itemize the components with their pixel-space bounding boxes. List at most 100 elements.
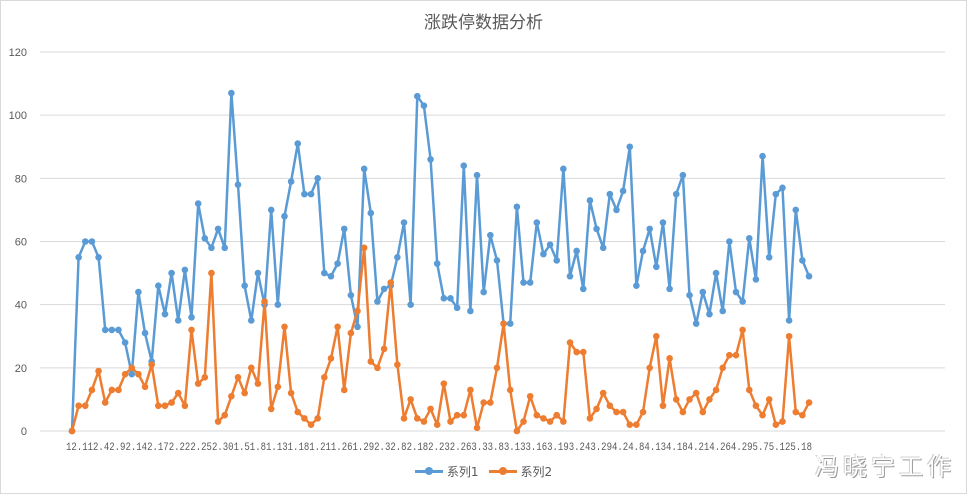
data-point-marker bbox=[526, 279, 534, 286]
data-point-marker bbox=[593, 225, 600, 233]
data-point-marker bbox=[546, 241, 554, 248]
data-point-marker bbox=[792, 206, 800, 214]
data-point-marker bbox=[546, 418, 554, 425]
y-tick-label: 60 bbox=[15, 237, 27, 249]
data-point-marker bbox=[633, 282, 640, 290]
legend-item-series2[interactable]: 系列2 bbox=[488, 463, 552, 480]
data-point-marker bbox=[785, 317, 793, 324]
x-axis-tick-labels: 12.112.42.92.142.172.222.252.301.51.81.1… bbox=[66, 442, 812, 454]
series2-line-marker-icon bbox=[488, 467, 517, 475]
legend-item-series1[interactable]: 系列1 bbox=[414, 463, 479, 480]
data-point-marker bbox=[440, 295, 448, 302]
data-point-marker bbox=[626, 421, 634, 428]
data-point-marker bbox=[228, 392, 235, 400]
data-point-marker bbox=[234, 181, 242, 188]
data-point-marker bbox=[334, 323, 341, 331]
data-point-marker bbox=[387, 279, 395, 286]
data-point-marker bbox=[394, 253, 401, 261]
data-point-marker bbox=[394, 361, 401, 368]
data-point-marker bbox=[354, 323, 361, 331]
data-point-marker bbox=[267, 405, 275, 413]
data-point-marker bbox=[540, 250, 547, 258]
data-point-marker bbox=[201, 374, 209, 381]
data-point-marker bbox=[686, 291, 693, 299]
data-point-marker bbox=[765, 396, 773, 403]
data-point-marker bbox=[460, 162, 468, 169]
data-point-marker bbox=[433, 421, 441, 428]
data-point-marker bbox=[174, 389, 182, 397]
data-point-marker bbox=[480, 399, 487, 406]
data-point-marker bbox=[181, 266, 189, 274]
data-point-marker bbox=[513, 203, 521, 211]
data-point-marker bbox=[599, 389, 607, 397]
data-point-marker bbox=[208, 244, 215, 252]
data-point-marker bbox=[599, 244, 607, 252]
data-point-marker bbox=[447, 295, 454, 302]
data-point-marker bbox=[201, 235, 209, 242]
data-point-marker bbox=[314, 415, 321, 422]
data-point-marker bbox=[75, 402, 82, 410]
data-point-marker bbox=[314, 175, 321, 182]
data-point-marker bbox=[75, 253, 82, 261]
data-point-marker bbox=[500, 320, 507, 327]
data-point-marker bbox=[141, 329, 149, 337]
data-point-marker bbox=[261, 298, 268, 305]
data-point-marker bbox=[579, 285, 587, 293]
data-point-marker bbox=[81, 238, 89, 245]
data-point-marker bbox=[613, 206, 620, 214]
data-point-marker bbox=[234, 374, 242, 381]
data-point-marker bbox=[506, 386, 514, 394]
data-point-marker bbox=[487, 399, 494, 406]
data-point-marker bbox=[188, 326, 195, 334]
data-point-marker bbox=[247, 317, 255, 324]
data-point-marker bbox=[719, 364, 727, 372]
data-point-marker bbox=[334, 260, 341, 267]
data-point-marker bbox=[779, 184, 786, 192]
data-point-marker bbox=[247, 364, 255, 372]
data-point-marker bbox=[287, 389, 295, 397]
data-point-marker bbox=[135, 370, 142, 378]
data-point-marker bbox=[692, 320, 700, 327]
data-point-marker bbox=[88, 238, 96, 245]
data-point-marker bbox=[560, 165, 567, 173]
data-point-marker bbox=[772, 190, 780, 198]
data-point-marker bbox=[108, 326, 116, 334]
data-point-marker bbox=[506, 320, 514, 327]
data-point-marker bbox=[646, 364, 653, 372]
data-point-marker bbox=[194, 380, 202, 387]
data-point-marker bbox=[281, 212, 288, 220]
series1-line-marker-icon bbox=[414, 467, 443, 475]
data-point-marker bbox=[374, 364, 381, 372]
data-point-marker bbox=[340, 386, 348, 394]
data-point-marker bbox=[380, 345, 388, 353]
y-tick-label: 20 bbox=[15, 363, 27, 375]
data-point-marker bbox=[221, 244, 229, 252]
data-point-marker bbox=[553, 411, 561, 419]
data-point-marker bbox=[321, 269, 328, 277]
data-point-marker bbox=[128, 370, 136, 378]
data-point-marker bbox=[128, 364, 136, 372]
data-point-marker bbox=[168, 399, 175, 406]
data-point-marker bbox=[360, 244, 368, 252]
data-point-marker bbox=[487, 231, 494, 239]
data-point-marker bbox=[161, 402, 169, 410]
chart-legend: 系列1 系列2 bbox=[0, 463, 967, 480]
data-point-marker bbox=[573, 348, 580, 356]
data-point-marker bbox=[101, 326, 109, 334]
watermark: 冯晓宁工作 bbox=[815, 453, 955, 481]
data-point-marker bbox=[214, 418, 222, 425]
data-point-marker bbox=[68, 427, 76, 435]
data-point-marker bbox=[453, 304, 461, 312]
data-point-marker bbox=[606, 402, 614, 410]
data-point-marker bbox=[739, 298, 746, 305]
legend-label-series1: 系列1 bbox=[446, 465, 479, 479]
data-point-marker bbox=[95, 253, 102, 261]
data-point-marker bbox=[407, 301, 414, 308]
data-point-marker bbox=[294, 140, 302, 147]
data-point-marker bbox=[579, 348, 587, 356]
data-point-marker bbox=[294, 408, 302, 416]
data-point-marker bbox=[619, 408, 627, 416]
data-point-marker bbox=[493, 257, 501, 264]
data-point-marker bbox=[400, 219, 408, 226]
